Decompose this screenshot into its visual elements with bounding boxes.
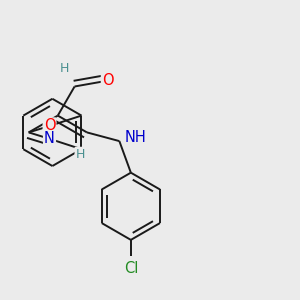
Text: Cl: Cl [124,261,138,276]
Text: H: H [76,148,85,161]
Text: N: N [44,131,55,146]
Text: H: H [60,61,69,74]
Text: O: O [44,118,55,134]
Text: NH: NH [124,130,146,145]
Text: O: O [102,73,113,88]
